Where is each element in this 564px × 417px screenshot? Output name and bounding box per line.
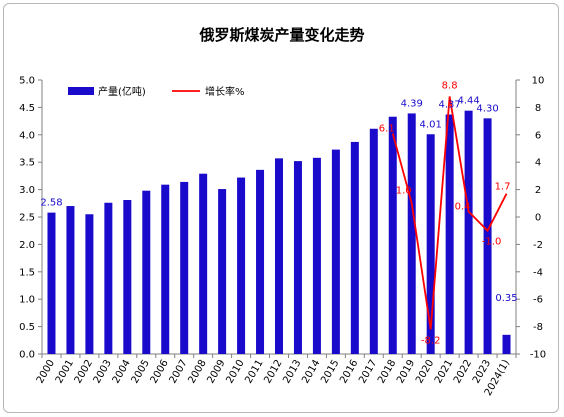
y-right-tick-label: -6 [533, 295, 543, 306]
bar [388, 116, 397, 354]
bar [180, 181, 189, 354]
x-tick-label: 2015 [319, 358, 341, 386]
rate-line [391, 96, 508, 330]
bar-value-label: 0.35 [495, 293, 517, 304]
bar [275, 158, 283, 354]
x-tick-label: 2010 [224, 358, 246, 386]
bar [66, 206, 75, 354]
bar [483, 118, 492, 354]
x-tick-label: 2012 [262, 358, 284, 386]
y-right-tick-label: 8 [535, 103, 541, 114]
y-left-tick-label: 3.0 [19, 185, 35, 196]
bar [464, 110, 473, 354]
y-right-tick-label: 6 [535, 130, 541, 141]
bar-value-label: 2.58 [40, 198, 62, 209]
x-tick-label: 2001 [54, 358, 76, 386]
rate-value-label: 6.1 [379, 123, 395, 134]
chart-title: 俄罗斯煤炭产量变化走势 [198, 26, 364, 44]
x-tick-label: 2021 [433, 358, 455, 386]
x-tick-label: 2019 [395, 358, 417, 386]
x-tick-label: 2017 [357, 358, 379, 386]
bar [331, 149, 340, 354]
x-tick-label: 2002 [73, 358, 95, 386]
x-tick-label: 2011 [243, 358, 265, 386]
y-right-tick-label: 10 [532, 76, 545, 87]
bar [104, 202, 113, 354]
bar [85, 214, 94, 354]
x-tick-label: 2018 [376, 358, 398, 386]
rate-value-label: 8.8 [442, 80, 458, 91]
y-left-tick-label: 1.5 [19, 267, 35, 278]
rate-value-label: -1.0 [482, 237, 502, 248]
x-tick-label: 2004 [111, 358, 133, 386]
bar [293, 161, 302, 354]
y-right-tick-label: -10 [530, 350, 546, 361]
bar [256, 169, 265, 354]
x-tick-label: 2005 [130, 358, 152, 386]
bar [161, 184, 170, 354]
x-tick-label: 2013 [281, 358, 303, 386]
data-labels: 2.58 4.39 4.01 4.374.444.30 0.35 6.1 1.0 -8.2 8.… [40, 80, 517, 346]
legend-bar-label: 产量(亿吨) [98, 85, 146, 98]
bar [445, 114, 454, 354]
bar [237, 177, 246, 354]
y-right-tick-label: -8 [533, 322, 543, 333]
x-tick-label: 2006 [149, 358, 171, 386]
rate-value-label: 1.7 [495, 182, 511, 193]
rate-value-label: 0.4 [455, 202, 471, 213]
y-left-tick-label: 0.5 [19, 322, 35, 333]
bar-value-label: 4.39 [401, 98, 423, 109]
y-left-tick-label: 2.5 [19, 213, 35, 224]
y-left-tick-label: 4.5 [19, 103, 35, 114]
x-tick-label: 2008 [187, 358, 209, 386]
y-left-tick-label: 4.0 [19, 130, 35, 141]
bars [47, 110, 511, 354]
x-tick-label: 2014 [300, 358, 322, 386]
legend: 产量(亿吨) 增长率% [68, 85, 245, 98]
x-tick-label: 2007 [168, 358, 190, 386]
x-tick-label: 2000 [35, 358, 57, 386]
rate-series-line [391, 96, 508, 330]
bar [350, 141, 359, 354]
bar-value-label: 4.44 [457, 96, 479, 107]
legend-line-label: 增长率% [205, 85, 245, 98]
x-tick-label: 2016 [338, 358, 360, 386]
x-tick-label: 2020 [414, 358, 436, 386]
legend-bar-swatch [68, 87, 94, 95]
bar [142, 190, 151, 354]
bar [218, 189, 227, 354]
y-left-tick-label: 2.0 [19, 240, 35, 251]
y-left-tick-label: 3.5 [19, 158, 35, 169]
bar [47, 212, 56, 354]
bar [502, 334, 511, 354]
bar [407, 113, 416, 354]
bar-value-label: 4.30 [476, 103, 498, 114]
y-right-tick-label: 2 [535, 185, 541, 196]
y-left-tick-label: 1.0 [19, 295, 35, 306]
rate-value-label: -8.2 [421, 335, 441, 346]
y-left-tick-label: 0.0 [19, 350, 35, 361]
bar [426, 134, 435, 354]
y-right-tick-label: 4 [535, 158, 541, 169]
bar-value-label: 4.37 [439, 100, 461, 111]
x-tick-label: 2003 [92, 358, 114, 386]
y-right-tick-label: -2 [533, 240, 543, 251]
x-tick-label: 2009 [205, 358, 227, 386]
bar [123, 200, 132, 354]
bar [312, 157, 321, 354]
y-left-tick-label: 5.0 [19, 76, 35, 87]
bar-value-label: 4.01 [420, 119, 442, 130]
x-tick-label: 2022 [452, 358, 474, 386]
bar [369, 128, 378, 354]
y-right-tick-label: -4 [533, 267, 543, 278]
rate-value-label: 1.0 [396, 185, 412, 196]
bar [199, 173, 208, 354]
y-right-tick-label: 0 [535, 213, 541, 224]
